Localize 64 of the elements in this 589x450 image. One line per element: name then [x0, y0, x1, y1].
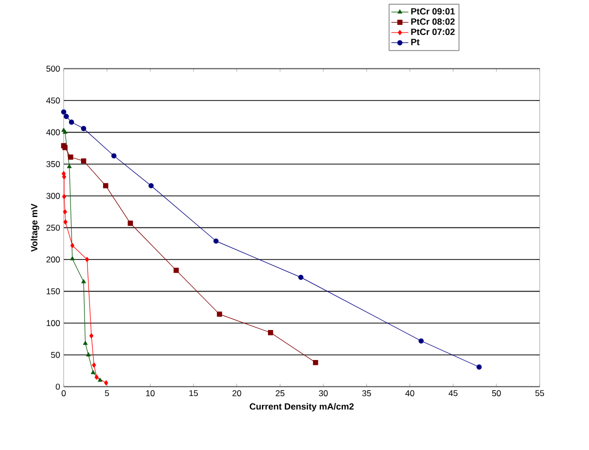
legend-label: PtCr 09:01	[411, 8, 455, 15]
x-tick-label: 5	[104, 390, 109, 396]
point	[67, 164, 72, 168]
y-tick-label: 300	[46, 192, 60, 199]
point	[94, 374, 99, 380]
y-tick-label: 0	[56, 384, 60, 390]
x-tick-label: 0	[62, 390, 66, 396]
y-tick-label: 50	[51, 352, 60, 358]
y-tick-label: 100	[46, 320, 60, 326]
point	[128, 220, 133, 226]
y-axis-title: Voltage mV	[30, 204, 40, 252]
point	[62, 174, 66, 180]
point	[104, 380, 108, 386]
x-tick-label: 30	[318, 390, 328, 396]
point	[312, 360, 318, 366]
point	[64, 114, 69, 119]
y-tick-label: 500	[46, 66, 60, 72]
point	[90, 370, 96, 374]
point	[81, 126, 86, 132]
x-tick-label: 55	[535, 390, 544, 396]
x-tick-label: 10	[146, 390, 155, 396]
y-tick-label: 150	[46, 288, 60, 294]
x-tick-label: 50	[492, 390, 501, 396]
point	[81, 158, 86, 164]
point	[98, 378, 102, 382]
point	[61, 109, 66, 115]
point	[103, 183, 108, 188]
legend-label: PtCr 08:02	[411, 18, 455, 25]
y-tick-label: 450	[46, 98, 60, 104]
x-tick-label: 40	[405, 390, 414, 396]
y-tick-label: 250	[46, 224, 60, 231]
point	[268, 330, 274, 336]
legend-label: PtCr 07:02	[411, 28, 455, 36]
x-axis-title: Current Density mA/cm2	[250, 403, 354, 412]
y-tick-label: 200	[46, 256, 60, 262]
point	[63, 219, 68, 225]
x-tick-label: 20	[232, 390, 242, 396]
point	[83, 340, 88, 345]
x-tick-label: 45	[448, 390, 458, 396]
point	[62, 194, 66, 200]
point	[298, 274, 304, 280]
point	[92, 362, 96, 368]
y-tick-label: 350	[46, 161, 60, 168]
point	[81, 279, 86, 284]
point	[68, 154, 74, 160]
legend-label: Pt	[411, 38, 420, 46]
point	[86, 352, 91, 356]
point	[62, 209, 68, 214]
point	[476, 364, 482, 370]
point	[70, 242, 74, 248]
point	[85, 256, 90, 262]
point	[89, 333, 94, 338]
point	[174, 268, 179, 273]
point	[418, 338, 424, 344]
point	[111, 153, 116, 158]
x-tick-label: 25	[276, 390, 284, 396]
point	[213, 238, 219, 244]
x-tick-label: 15	[189, 390, 198, 396]
point	[68, 120, 74, 125]
y-tick-label: 400	[46, 129, 60, 136]
point	[148, 183, 154, 188]
point	[216, 312, 222, 317]
point	[70, 256, 75, 260]
x-tick-label: 35	[362, 390, 371, 396]
